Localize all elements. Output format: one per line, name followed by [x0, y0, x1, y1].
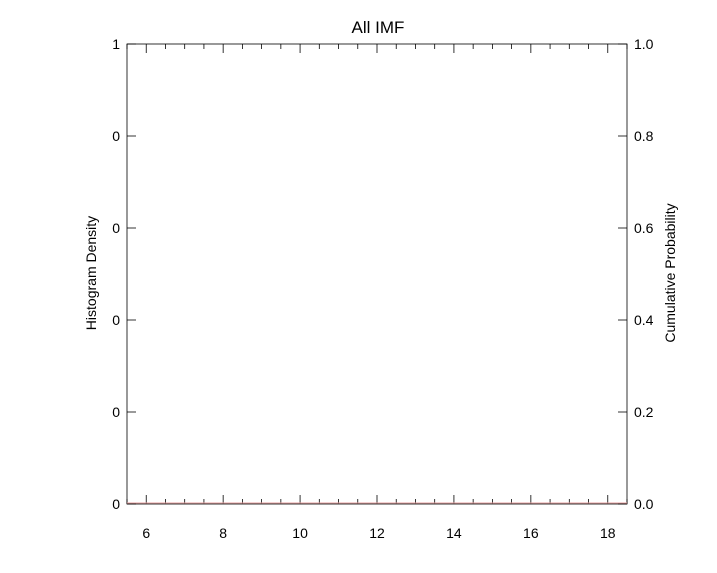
x-tick-label: 10: [292, 525, 308, 541]
y-tick-label: 1: [112, 36, 120, 52]
y2-tick-label: 0.8: [634, 128, 654, 144]
y-axis-label: Histogram Density: [83, 216, 99, 330]
x-tick-label: 18: [600, 525, 616, 541]
x-tick-label: 8: [219, 525, 227, 541]
y-tick-label: 0: [112, 128, 120, 144]
y2-tick-label: 1.0: [634, 36, 654, 52]
plot-frame: [126, 43, 628, 505]
y-tick-label: 0: [112, 496, 120, 512]
x-tick-label: 6: [142, 525, 150, 541]
y-tick-label: 0: [112, 312, 120, 328]
y2-tick-label: 0.6: [634, 220, 654, 236]
y2-tick-label: 0.0: [634, 496, 654, 512]
x-tick-label: 16: [523, 525, 539, 541]
chart-marks: 6 8 10 12 14 16 18 0 0 0 0 0 1 0.0 0.2 0.4 0.6 0.8 1.0: [112, 36, 653, 541]
chart-title: All IMF: [352, 18, 405, 37]
y-tick-label: 0: [112, 220, 120, 236]
y2-tick-label: 0.2: [634, 404, 654, 420]
x-tick-label: 14: [446, 525, 462, 541]
y-tick-label: 0: [112, 404, 120, 420]
y2-axis-label: Cumulative Probability: [662, 203, 678, 342]
y2-tick-label: 0.4: [634, 312, 654, 328]
x-tick-label: 12: [369, 525, 385, 541]
